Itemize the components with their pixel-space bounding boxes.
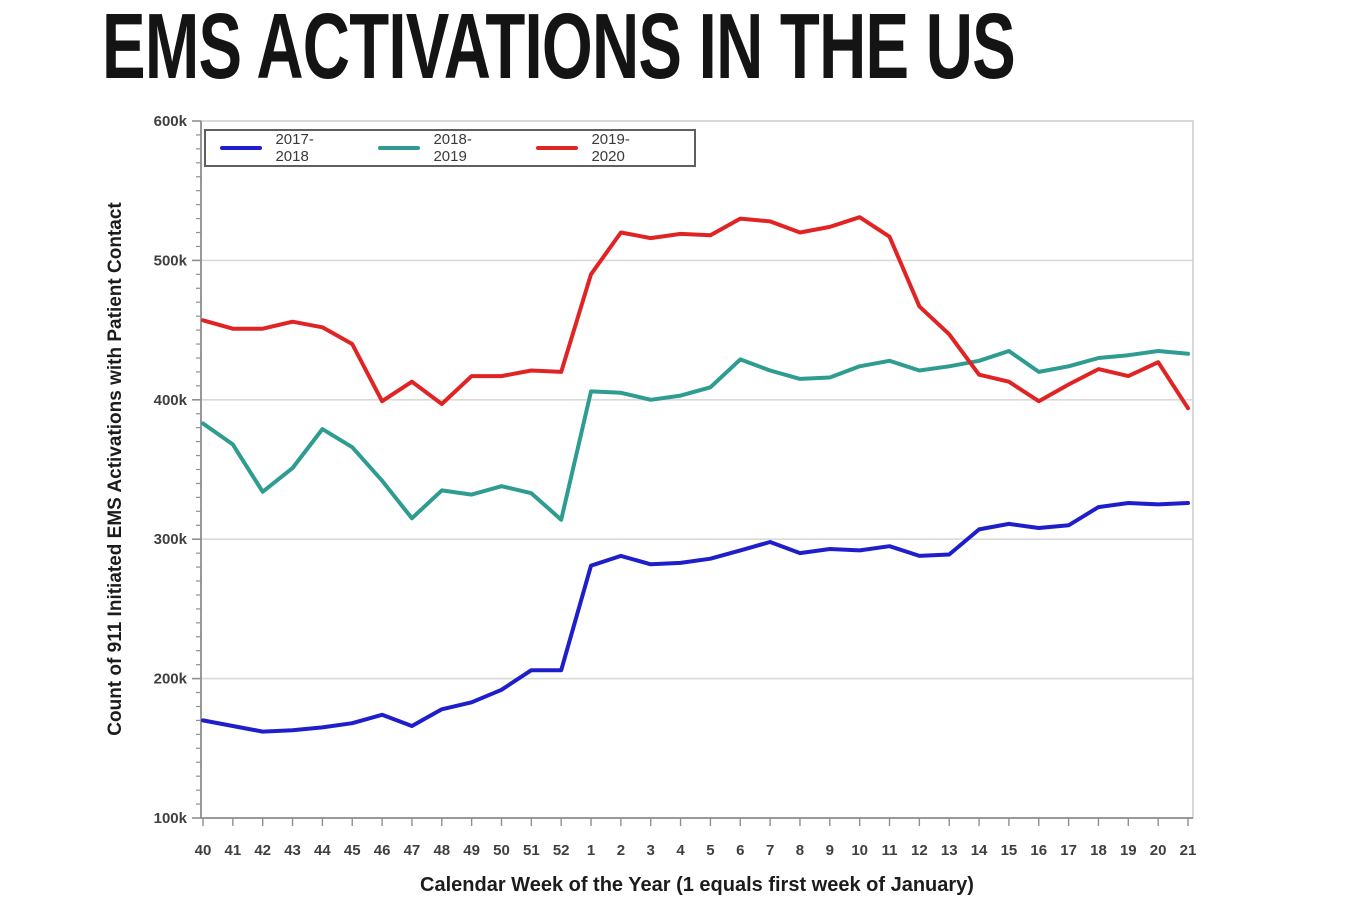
svg-text:40: 40 bbox=[195, 842, 212, 859]
svg-text:19: 19 bbox=[1120, 842, 1137, 859]
svg-text:5: 5 bbox=[706, 842, 714, 859]
svg-text:50: 50 bbox=[493, 842, 510, 859]
y-axis-title: Count of 911 Initiated EMS Activations w… bbox=[105, 202, 126, 736]
svg-text:49: 49 bbox=[463, 842, 480, 859]
svg-text:44: 44 bbox=[314, 842, 331, 859]
legend-swatch-2019-2020 bbox=[536, 146, 579, 150]
svg-text:12: 12 bbox=[911, 842, 928, 859]
svg-text:4: 4 bbox=[676, 842, 685, 859]
svg-text:10: 10 bbox=[851, 842, 868, 859]
svg-text:48: 48 bbox=[433, 842, 450, 859]
svg-text:600k: 600k bbox=[154, 113, 188, 130]
svg-text:200k: 200k bbox=[154, 671, 188, 688]
svg-text:20: 20 bbox=[1150, 842, 1167, 859]
svg-text:52: 52 bbox=[553, 842, 570, 859]
legend-item-2017-2018: 2017-2018 bbox=[220, 131, 334, 165]
svg-text:45: 45 bbox=[344, 842, 361, 859]
svg-text:41: 41 bbox=[225, 842, 242, 859]
svg-text:500k: 500k bbox=[154, 252, 188, 269]
svg-text:46: 46 bbox=[374, 842, 391, 859]
svg-text:11: 11 bbox=[882, 842, 898, 859]
svg-text:1: 1 bbox=[587, 842, 595, 859]
svg-text:400k: 400k bbox=[154, 392, 188, 409]
svg-text:43: 43 bbox=[284, 842, 301, 859]
legend: 2017-2018 2018-2019 2019-2020 bbox=[204, 129, 696, 167]
svg-text:6: 6 bbox=[736, 842, 744, 859]
svg-text:300k: 300k bbox=[154, 531, 188, 548]
svg-text:14: 14 bbox=[971, 842, 988, 859]
svg-text:15: 15 bbox=[1001, 842, 1018, 859]
legend-item-2019-2020: 2019-2020 bbox=[536, 131, 650, 165]
svg-text:13: 13 bbox=[941, 842, 958, 859]
page-title: EMS ACTIVATIONS IN THE US bbox=[102, 0, 1016, 99]
svg-text:42: 42 bbox=[254, 842, 271, 859]
svg-text:8: 8 bbox=[796, 842, 804, 859]
svg-text:21: 21 bbox=[1180, 842, 1197, 859]
svg-text:2: 2 bbox=[617, 842, 625, 859]
svg-text:16: 16 bbox=[1030, 842, 1047, 859]
legend-label-2017-2018: 2017-2018 bbox=[275, 131, 314, 165]
legend-swatch-2017-2018 bbox=[220, 146, 263, 150]
svg-text:7: 7 bbox=[766, 842, 774, 859]
x-axis-title: Calendar Week of the Year (1 equals firs… bbox=[420, 874, 974, 896]
svg-text:51: 51 bbox=[523, 842, 540, 859]
legend-label-2019-2020: 2019-2020 bbox=[591, 131, 630, 165]
legend-item-2018-2019: 2018-2019 bbox=[378, 131, 492, 165]
svg-text:3: 3 bbox=[647, 842, 655, 859]
legend-label-2018-2019: 2018-2019 bbox=[433, 131, 472, 165]
svg-text:9: 9 bbox=[826, 842, 834, 859]
svg-text:100k: 100k bbox=[154, 810, 188, 827]
svg-text:18: 18 bbox=[1090, 842, 1107, 859]
legend-swatch-2018-2019 bbox=[378, 146, 421, 150]
svg-text:17: 17 bbox=[1060, 842, 1077, 859]
svg-text:47: 47 bbox=[404, 842, 421, 859]
